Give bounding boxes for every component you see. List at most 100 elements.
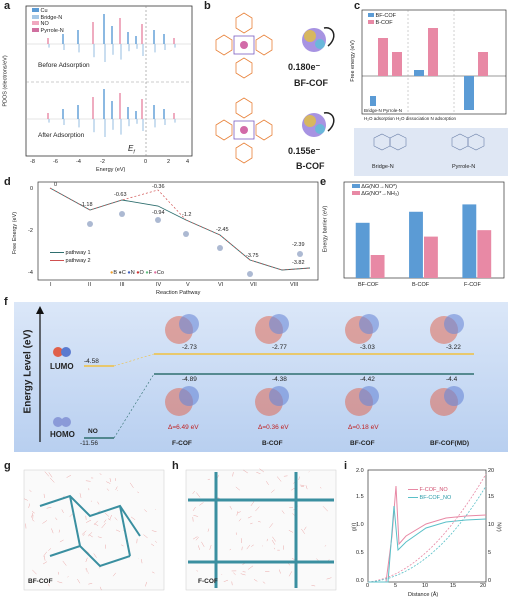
panel-g: BF-COF [10, 466, 170, 596]
legend-f-cof-no: F-COF_NO [420, 487, 448, 493]
pdos-legend: Cu Bridge-N NO Pyrrole-N [32, 8, 64, 34]
rdf-ytick-r-4: 20 [488, 468, 494, 474]
pdos-xtick-4: 0 [144, 159, 147, 165]
level-label-3: BF-COF [350, 440, 375, 447]
rdf-ytick-r-3: 15 [488, 494, 494, 500]
pathway-e-2: -0.63 [114, 192, 127, 198]
rdf-ytick-r-0: 0 [488, 578, 491, 584]
panel-e: ΔG(NO→NO*) ΔG(NO*→NH₃) Energy barrier (e… [322, 180, 508, 298]
charge-value-top: 0.180e⁻ [288, 62, 320, 73]
pathway-e-9: -2.39 [292, 242, 305, 248]
panel-e-xcat-1: B-COF [412, 282, 429, 288]
free-energy-bar-chart [354, 8, 508, 176]
homo-val-4: -4.4 [446, 376, 457, 383]
rdf-bf-cof-line [368, 506, 486, 582]
energy-level-ylabel: Energy Level (eV) [22, 330, 33, 414]
lumo-orbital-structures [165, 314, 464, 344]
bar-f-cof-series-1 [477, 230, 491, 278]
md-snapshot-bf-cof [10, 466, 170, 596]
charge-value-bottom: 0.155e⁻ [288, 146, 320, 157]
bar-bf-cof-series-0 [356, 223, 370, 278]
legend-bridge-n: Bridge-N [41, 15, 63, 21]
pathway-e-1: -1.18 [80, 202, 93, 208]
pdos-xtick-3: -2 [100, 159, 105, 165]
no-orbital-icons [53, 347, 71, 427]
pathway-e-8: -3.82 [292, 260, 305, 266]
pathway-e-0: 0 [54, 182, 57, 188]
level-label-2: B-COF [262, 440, 283, 447]
reaction-pathway-plot [10, 180, 322, 298]
panel-c-ylabel: Free energy (eV) [350, 40, 356, 82]
rdf-ytick-l-1: 0.5 [356, 550, 364, 556]
roman-7: VIII [290, 282, 298, 288]
rdf-ytick-l-2: 1.0 [356, 522, 364, 528]
roman-4: V [186, 282, 190, 288]
label-before-adsorption: Before Adsorption [38, 62, 90, 69]
homo-orbital-structures [165, 386, 464, 416]
pathway-xlabel: Reaction Pathway [156, 290, 200, 296]
panel-e-xcat-2: F-COF [464, 282, 481, 288]
lumo-val-1: -2.73 [182, 344, 197, 351]
charge-density-top [302, 28, 334, 52]
roman-3: IV [156, 282, 161, 288]
bar-h2o-ads-b [378, 38, 388, 76]
molecule-structures [206, 8, 352, 173]
panel-b: 0.180e⁻ BF-COF 0.155e⁻ B-COF [206, 8, 352, 173]
legend-cu: Cu [41, 8, 48, 14]
pathway-ytick-2: -4 [28, 270, 33, 276]
legend-b-cof: B-COF [376, 20, 393, 26]
bar-h2o-ads-bf [370, 96, 376, 106]
lumo-val-4: -3.22 [446, 344, 461, 351]
homo-val-2: -4.38 [272, 376, 287, 383]
rdf-ytick-l-3: 1.5 [356, 494, 364, 500]
lumo-label: LUMO [50, 362, 74, 371]
pdos-xtick-6: 4 [186, 159, 189, 165]
pathway-ylabel: Free Energy (eV) [12, 212, 18, 254]
rdf-ytick-r-2: 10 [488, 522, 494, 528]
bar-h2o-dis-b [428, 28, 438, 76]
rdf-xtick-4: 20 [480, 583, 486, 589]
panel-e-ylabel: Energy barrier (eV) [322, 206, 328, 253]
legend-bf-cof-no: BF-COF_NO [420, 495, 452, 501]
pdos-xtick-0: -8 [30, 159, 35, 165]
rdf-legend: F-COF_NO BF-COF_NO [408, 486, 451, 502]
rdf-ytick-l-4: 2.0 [356, 468, 364, 474]
legend-no: NO [41, 21, 49, 27]
homo-val-0: -11.56 [80, 440, 98, 447]
roman-0: I [50, 282, 52, 288]
rdf-xtick-2: 10 [422, 583, 428, 589]
pdos-xlabel: Energy (eV) [96, 167, 125, 173]
bar-h2o-ads-b2 [392, 52, 402, 76]
bar-n-ads-bf [464, 76, 474, 110]
rdf-xtick-1: 5 [394, 583, 397, 589]
pathway-structures [87, 211, 303, 277]
lumo-val-0: -4.58 [84, 358, 99, 365]
legend-bf-cof: BF-COF [376, 13, 396, 19]
snapshot-label-h: F-COF [198, 578, 218, 585]
fermi-label: Ef [128, 144, 135, 156]
pdos-top-spikes [48, 14, 175, 62]
homo-val-1: -4.89 [182, 376, 197, 383]
panel-f: Energy Level (eV) LUMO HOMO -4.58 -2.73 … [14, 302, 508, 452]
panel-e-xcat-0: BF-COF [358, 282, 378, 288]
bar-f-cof-series-0 [462, 204, 476, 278]
energy-barrier-chart [322, 180, 508, 298]
site-label-pyrrole-n: Pyrrole-N [452, 164, 475, 170]
pdos-xtick-2: -4 [76, 159, 81, 165]
bar-b-cof-series-1 [424, 237, 438, 278]
pdos-xtick-5: 2 [167, 159, 170, 165]
label-after-adsorption: After Adsorption [38, 132, 84, 139]
rdf-xtick-3: 15 [450, 583, 456, 589]
rdf-ytick-l-0: 0.0 [356, 578, 364, 584]
pdos-xtick-1: -6 [53, 159, 58, 165]
lumo-val-3: -3.03 [360, 344, 375, 351]
panel-a: Cu Bridge-N NO Pyrrole-N Before Adsorpti… [8, 4, 198, 176]
gap-2: Δ=0.18 eV [348, 424, 379, 431]
legend-pyrrole-n: Pyrrole-N [41, 28, 64, 34]
panel-c-xcats-2: H₂O adsorption H₂O dissociation N adsorp… [364, 116, 456, 121]
roman-6: VII [250, 282, 257, 288]
rdf-ylabel-right: N(r) [496, 522, 502, 531]
pathway-ytick-1: -2 [28, 228, 33, 234]
pdos-ylabel: PDOS (electrons/eV) [3, 55, 9, 106]
bar-n-ads-b [478, 52, 488, 76]
